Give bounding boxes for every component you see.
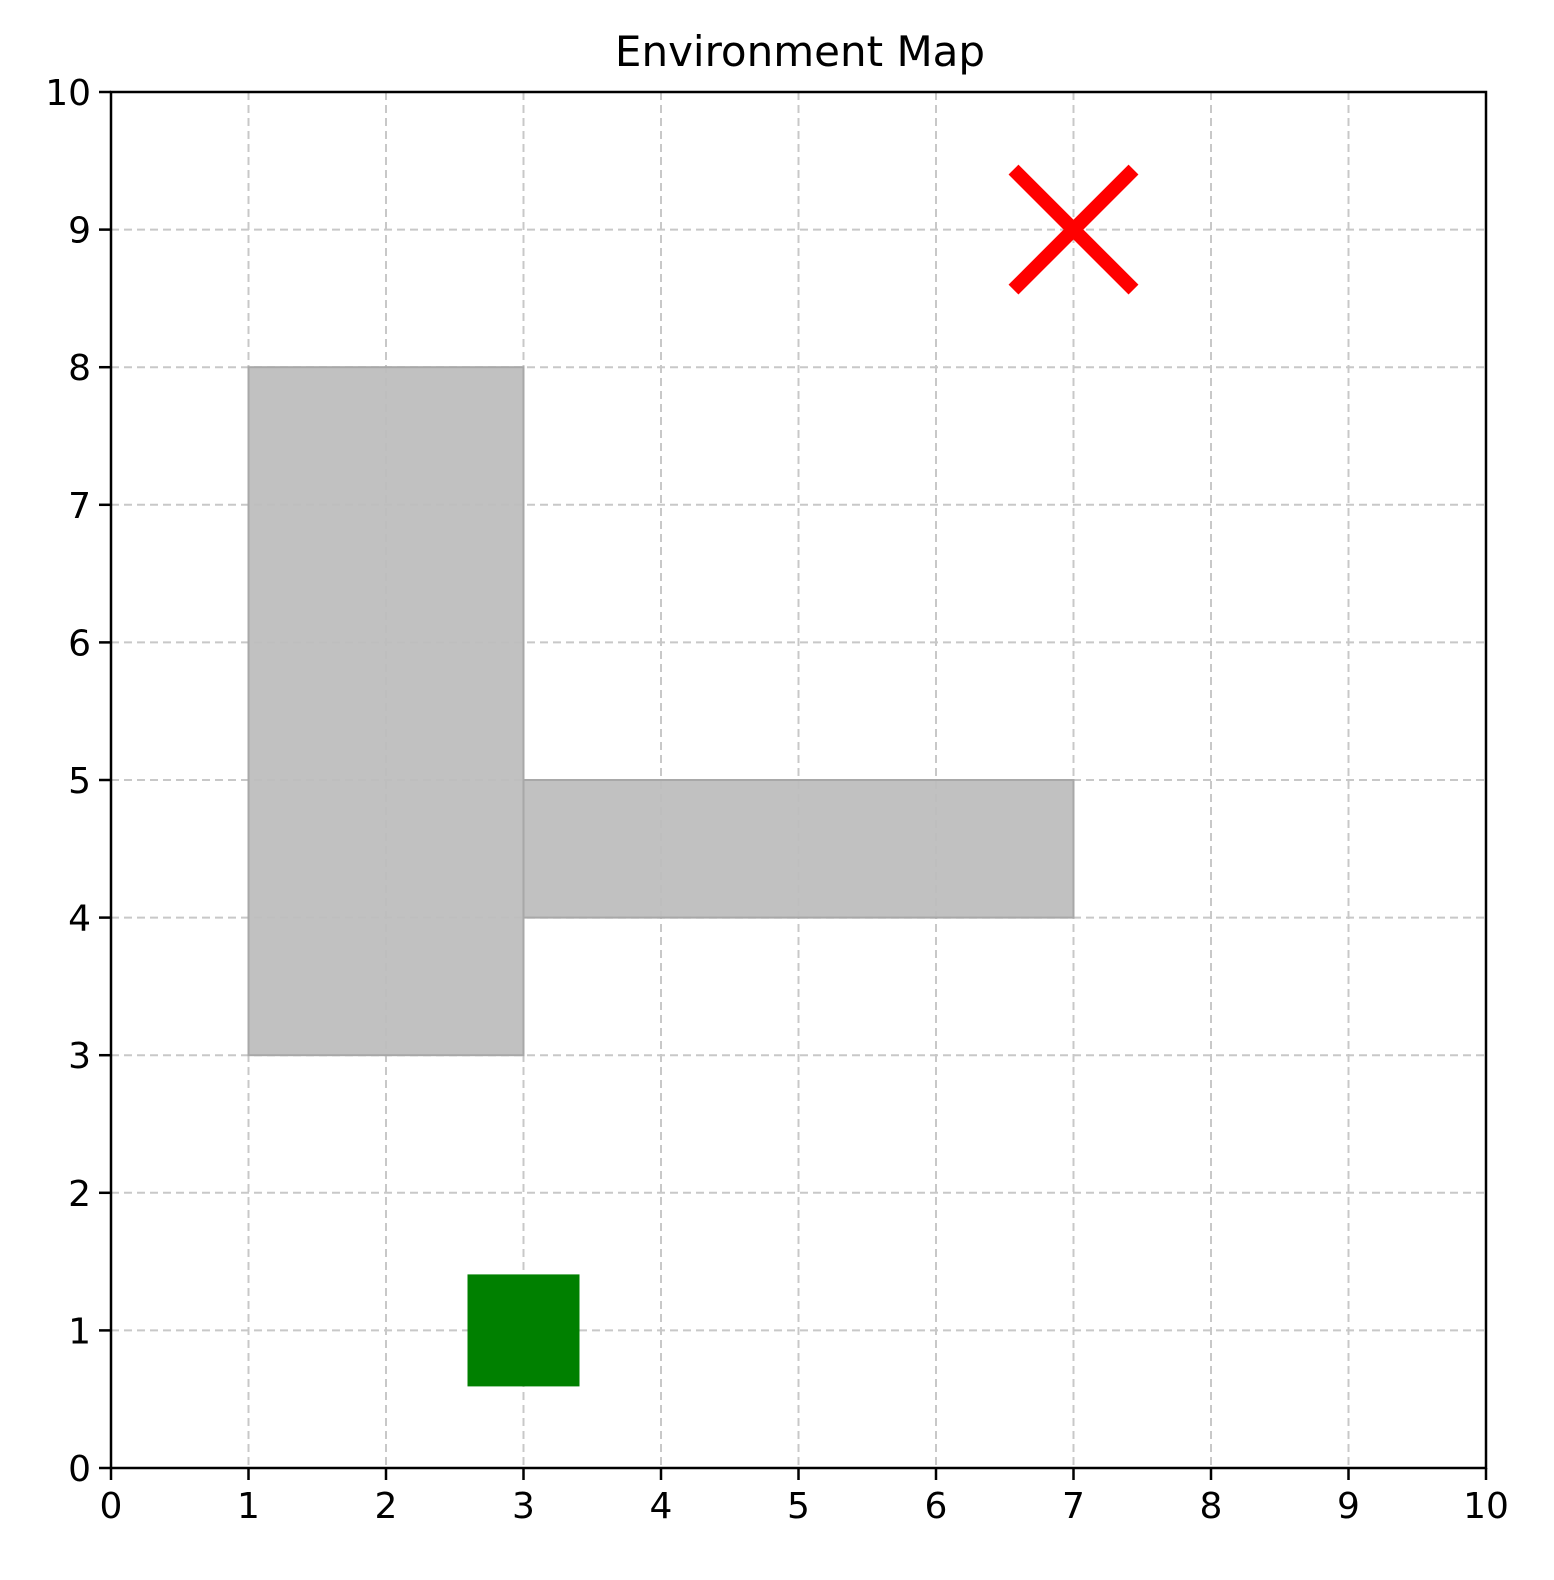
start-square-marker: [467, 1274, 580, 1387]
y-tick-label-2: 2: [68, 1174, 91, 1215]
x-tick-label-4: 4: [650, 1486, 673, 1527]
y-tick-label-8: 8: [68, 348, 91, 389]
y-tick-label-9: 9: [68, 211, 91, 252]
x-tick-label-10: 10: [1463, 1486, 1509, 1527]
x-tick-label-1: 1: [237, 1486, 260, 1527]
x-tick-label-2: 2: [375, 1486, 398, 1527]
x-tick-label-9: 9: [1337, 1486, 1360, 1527]
x-tick-label-3: 3: [512, 1486, 535, 1527]
x-tick-label-5: 5: [787, 1486, 810, 1527]
axis-ticks: 0 1 2 3 4 5 6 7 8 9 10 0 1 2 3 4 5 6 7 8 9 10: [45, 73, 1509, 1527]
x-tick-label-8: 8: [1200, 1486, 1223, 1527]
y-tick-label-1: 1: [68, 1311, 91, 1352]
goal-x-stroke-2: [1008, 164, 1139, 295]
y-tick-label-0: 0: [68, 1449, 91, 1490]
grid-lines: [110, 91, 1487, 1469]
markers: [467, 164, 1139, 1387]
obstacle-rect-1: [247, 366, 525, 1057]
x-tick-label-0: 0: [100, 1486, 123, 1527]
goal-x-marker: [1008, 164, 1139, 295]
chart-title: Environment Map: [615, 27, 985, 76]
obstacles: [247, 366, 1075, 1057]
x-tick-label-7: 7: [1062, 1486, 1085, 1527]
x-tick-label-6: 6: [925, 1486, 948, 1527]
y-tick-label-6: 6: [68, 623, 91, 664]
y-tick-label-7: 7: [68, 486, 91, 527]
y-tick-label-4: 4: [68, 899, 91, 940]
y-tick-label-10: 10: [45, 73, 91, 114]
y-tick-label-5: 5: [68, 761, 91, 802]
obstacle-rect-2: [522, 779, 1075, 919]
y-tick-label-3: 3: [68, 1036, 91, 1077]
